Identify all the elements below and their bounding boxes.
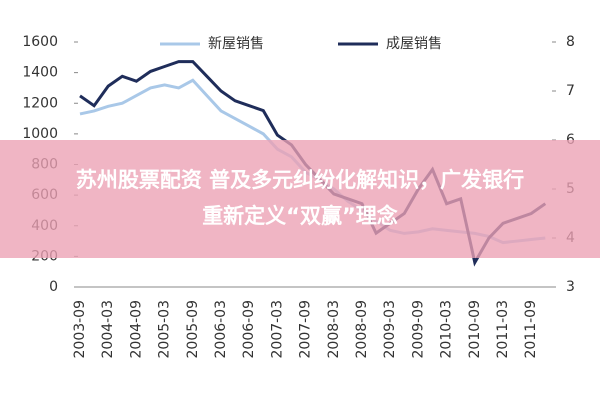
x-tick-label: 2010-03 bbox=[439, 300, 455, 359]
x-tick-label: 2005-03 bbox=[157, 300, 173, 359]
x-tick-label: 2007-03 bbox=[269, 300, 285, 359]
legend-label: 新屋销售 bbox=[208, 36, 264, 52]
y-tick-label: 0 bbox=[49, 279, 58, 295]
x-tick-label: 2009-09 bbox=[410, 300, 426, 359]
x-tick-label: 2003-09 bbox=[72, 300, 88, 359]
x-tick-label: 2008-03 bbox=[326, 300, 342, 359]
x-tick-label: 2008-09 bbox=[354, 300, 370, 359]
y-tick-label: 1200 bbox=[22, 95, 58, 111]
x-tick-label: 2011-09 bbox=[523, 300, 539, 359]
x-tick-label: 2010-09 bbox=[467, 300, 483, 359]
y-tick-label: 1600 bbox=[22, 34, 58, 50]
chart-title: 重新定义“双赢”理念 bbox=[202, 204, 398, 228]
x-tick-label: 2009-03 bbox=[382, 300, 398, 359]
chart-title: 苏州股票配资 普及多元纠纷化解知识，广发银行 bbox=[76, 168, 524, 192]
x-tick-label: 2004-09 bbox=[128, 300, 144, 359]
x-tick-label: 2006-03 bbox=[213, 300, 229, 359]
x-tick-label: 2011-03 bbox=[495, 300, 511, 359]
legend-label: 成屋销售 bbox=[386, 36, 442, 52]
y2-tick-label: 7 bbox=[566, 83, 575, 99]
x-tick-label: 2005-09 bbox=[185, 300, 201, 359]
x-tick-label: 2006-09 bbox=[241, 300, 257, 359]
y-tick-label: 1000 bbox=[22, 126, 58, 142]
title-banner bbox=[0, 140, 600, 258]
x-tick-label: 2004-03 bbox=[100, 300, 116, 359]
y2-tick-label: 3 bbox=[566, 279, 575, 295]
y-tick-label: 1400 bbox=[22, 65, 58, 81]
x-tick-label: 2007-09 bbox=[298, 300, 314, 359]
y2-tick-label: 8 bbox=[566, 34, 575, 50]
